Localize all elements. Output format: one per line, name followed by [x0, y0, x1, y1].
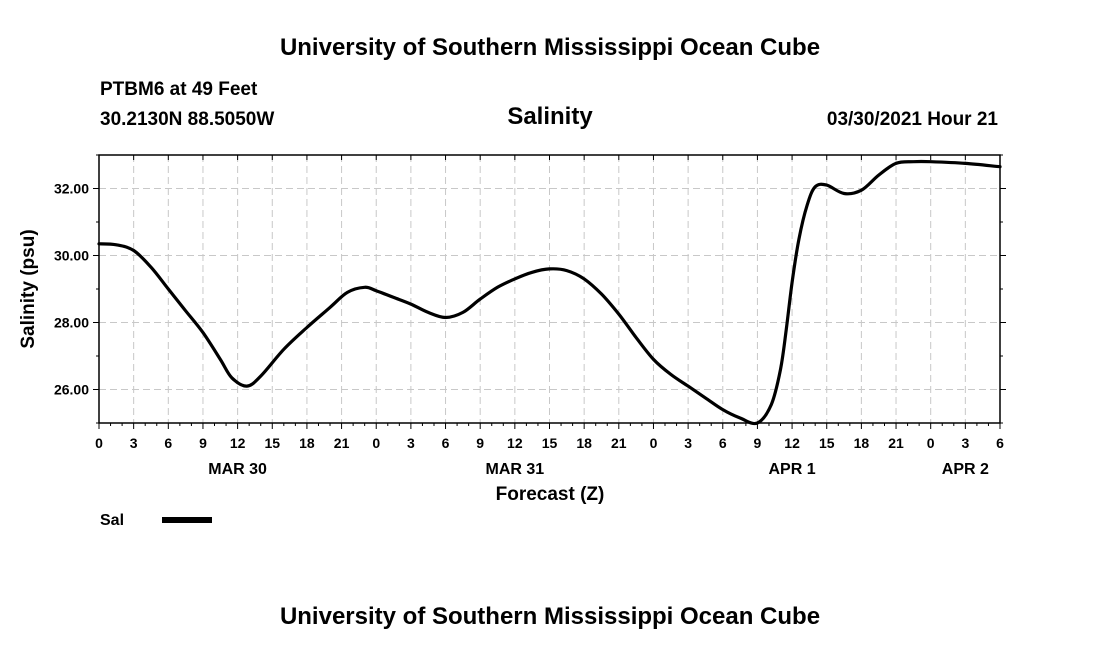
x-tick-label: 9: [754, 435, 762, 451]
x-tick-label: 0: [927, 435, 935, 451]
station-label: PTBM6 at 49 Feet: [100, 79, 258, 100]
x-tick-label: 0: [95, 435, 103, 451]
x-tick-label: 18: [299, 435, 315, 451]
x-tick-label: 0: [372, 435, 380, 451]
series-layer: [97, 159, 1002, 426]
y-axis-label: Salinity (psu): [18, 229, 39, 348]
x-tick-label: 15: [819, 435, 835, 451]
x-tick-label: 3: [130, 435, 138, 451]
x-tick-label: 21: [888, 435, 904, 451]
x-tick-label: 18: [854, 435, 870, 451]
x-tick-label: 6: [996, 435, 1004, 451]
x-tick-label: 15: [264, 435, 280, 451]
y-tick-label: 26.00: [54, 382, 89, 398]
x-tick-label: 12: [784, 435, 800, 451]
tick-labels: 0 3 6 9 12 15 18 21 0 3 6 9 12 15 18 21 0 3 6 9 12 15 18 21 0 3 6 M…: [54, 181, 1004, 479]
x-tick-label: 18: [576, 435, 592, 451]
main-title: University of Southern Mississippi Ocean…: [280, 34, 820, 61]
x-tick-label: 6: [719, 435, 727, 451]
x-tick-label: 3: [684, 435, 692, 451]
x-tick-label: 0: [650, 435, 658, 451]
x-tick-label: 9: [476, 435, 484, 451]
x-tick-label: 12: [230, 435, 246, 451]
y-tick-label: 30.00: [54, 248, 89, 264]
x-tick-label: 3: [407, 435, 415, 451]
timestamp-label: 03/30/2021 Hour 21: [827, 109, 999, 130]
x-tick-label: 21: [334, 435, 350, 451]
y-tick-label: 28.00: [54, 315, 89, 331]
x-tick-label: 21: [611, 435, 627, 451]
location-label: 30.2130N 88.5050W: [100, 109, 274, 130]
x-date-label: APR 1: [769, 461, 816, 478]
legend-label-sal: Sal: [100, 512, 124, 529]
y-tick-label: 32.00: [54, 181, 89, 197]
x-date-label: APR 2: [942, 461, 989, 478]
x-tick-label: 6: [442, 435, 450, 451]
x-date-label: MAR 30: [208, 461, 267, 478]
x-tick-label: 6: [164, 435, 172, 451]
series-line-sal: [97, 159, 1002, 426]
x-axis-label: Forecast (Z): [496, 484, 605, 505]
legend: Sal: [100, 512, 212, 529]
x-tick-label: 9: [199, 435, 207, 451]
plot-frame: [98, 154, 1001, 424]
chart-title: Salinity: [507, 103, 593, 130]
x-tick-label: 15: [542, 435, 558, 451]
x-tick-label: 12: [507, 435, 523, 451]
x-tick-label: 3: [961, 435, 969, 451]
grid-lines: [99, 155, 1000, 423]
x-date-label: MAR 31: [486, 461, 545, 478]
footer-title: University of Southern Mississippi Ocean…: [280, 603, 820, 630]
